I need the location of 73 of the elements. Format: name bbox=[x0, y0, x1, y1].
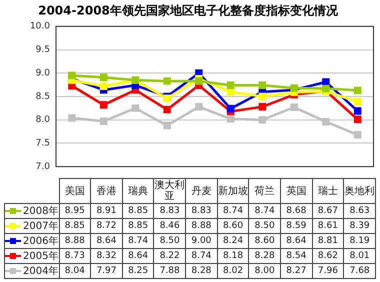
data-label: 8.95 bbox=[59, 204, 91, 218]
data-label: 8.85 bbox=[122, 218, 154, 234]
data-label: 8.81 bbox=[312, 234, 344, 248]
data-label: 8.32 bbox=[90, 248, 122, 264]
data-label: 8.60 bbox=[217, 218, 249, 234]
x-tick-label: 瑞典 bbox=[122, 178, 154, 204]
legend-label: 2005年 bbox=[4, 248, 59, 264]
data-label: 8.64 bbox=[122, 248, 154, 264]
y-tick-label: 10.0 bbox=[30, 22, 50, 32]
x-tick-label: 荷兰 bbox=[248, 178, 280, 204]
legend-label: 2006年 bbox=[4, 234, 59, 248]
x-tick-label: 瑞士 bbox=[312, 178, 344, 204]
data-label: 8.27 bbox=[280, 264, 312, 278]
data-label: 8.61 bbox=[312, 218, 344, 234]
data-label: 8.72 bbox=[90, 218, 122, 234]
data-label: 8.54 bbox=[280, 248, 312, 264]
data-label: 8.74 bbox=[248, 204, 280, 218]
data-label: 7.68 bbox=[344, 264, 376, 278]
data-label: 8.64 bbox=[90, 234, 122, 248]
x-tick-label: 澳大利亚 bbox=[154, 178, 186, 204]
data-label: 8.64 bbox=[280, 234, 312, 248]
data-label: 8.68 bbox=[280, 204, 312, 218]
legend-label: 2008年 bbox=[4, 204, 59, 218]
data-label: 8.74 bbox=[122, 234, 154, 248]
data-label: 8.25 bbox=[122, 264, 154, 278]
data-label: 8.91 bbox=[90, 204, 122, 218]
data-label: 8.88 bbox=[59, 234, 91, 248]
data-label: 8.62 bbox=[312, 248, 344, 264]
data-label: 8.02 bbox=[217, 264, 249, 278]
y-tick-label: 7.0 bbox=[36, 162, 50, 172]
data-label: 7.96 bbox=[312, 264, 344, 278]
data-label: 8.83 bbox=[154, 204, 186, 218]
y-tick-label: 7.5 bbox=[36, 138, 50, 149]
data-label: 8.74 bbox=[217, 204, 249, 218]
data-label: 7.97 bbox=[90, 264, 122, 278]
x-tick-label: 新加坡 bbox=[217, 178, 249, 204]
data-label: 8.74 bbox=[186, 248, 218, 264]
x-tick-label: 香港 bbox=[90, 178, 122, 204]
data-label: 8.28 bbox=[186, 264, 218, 278]
data-label: 8.59 bbox=[280, 218, 312, 234]
y-tick-label: 8.0 bbox=[36, 115, 50, 126]
data-label: 8.50 bbox=[154, 234, 186, 248]
x-tick-label: 英国 bbox=[280, 178, 312, 204]
data-label: 8.85 bbox=[59, 218, 91, 234]
data-label: 8.83 bbox=[186, 204, 218, 218]
x-tick-label: 奥地利 bbox=[344, 178, 376, 204]
legend-label: 2004年 bbox=[4, 264, 59, 278]
y-tick-label: 9.5 bbox=[36, 45, 50, 56]
y-tick-label: 8.5 bbox=[36, 92, 50, 102]
data-label: 8.19 bbox=[344, 234, 376, 248]
data-label: 8.85 bbox=[122, 204, 154, 218]
data-label: 8.63 bbox=[344, 204, 376, 218]
legend-label: 2007年 bbox=[4, 218, 59, 234]
data-label: 8.18 bbox=[217, 248, 249, 264]
chart-title: 2004-2008年领先国家地区电子化整备度指标变化情况 bbox=[38, 3, 339, 18]
y-tick-label: 9.0 bbox=[36, 68, 50, 78]
data-label: 8.67 bbox=[312, 204, 344, 218]
data-label: 8.60 bbox=[248, 234, 280, 248]
x-tick-label: 美国 bbox=[59, 178, 91, 204]
data-label: 8.46 bbox=[154, 218, 186, 234]
data-label: 8.01 bbox=[344, 248, 376, 264]
data-label: 8.28 bbox=[248, 248, 280, 264]
data-label: 8.00 bbox=[248, 264, 280, 278]
data-label: 8.50 bbox=[248, 218, 280, 234]
data-label: 9.00 bbox=[186, 234, 218, 248]
data-label: 7.88 bbox=[154, 264, 186, 278]
data-label: 8.04 bbox=[59, 264, 91, 278]
data-label: 8.39 bbox=[344, 218, 376, 234]
data-label: 8.88 bbox=[186, 218, 218, 234]
x-tick-label: 丹麦 bbox=[186, 178, 218, 204]
data-label: 8.73 bbox=[59, 248, 91, 264]
data-label: 8.22 bbox=[154, 248, 186, 264]
data-label: 8.24 bbox=[217, 234, 249, 248]
